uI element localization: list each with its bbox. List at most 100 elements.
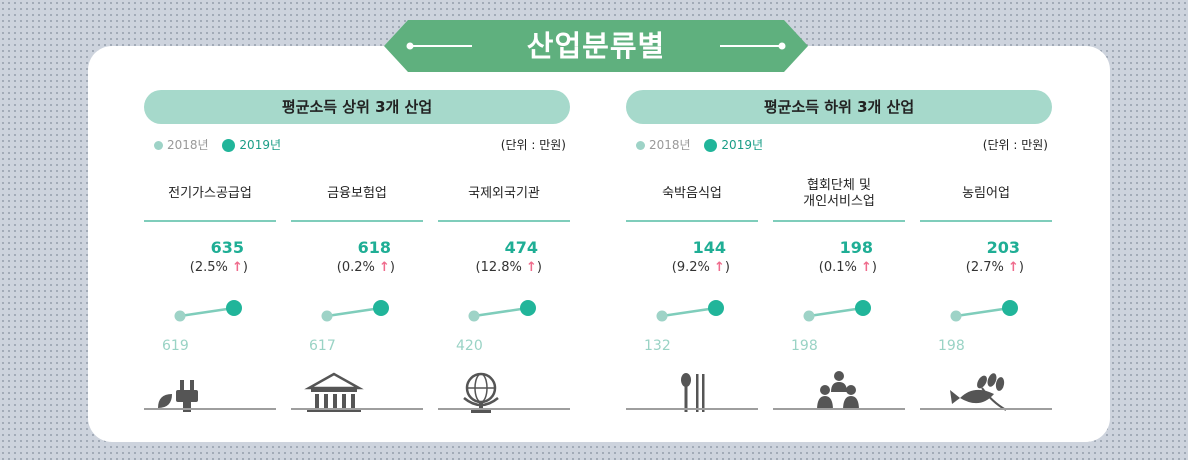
change-percent: (0.2%	[336, 260, 380, 275]
change-percent: (12.8%	[475, 260, 527, 275]
industry-name: 협회단체 및 개인서비스업	[773, 168, 905, 222]
industry-column: 전기가스공급업 635 (2.5% ↑) 619	[144, 168, 276, 420]
point-2019	[373, 300, 389, 316]
change-label: (2.5% ↑)	[168, 260, 248, 275]
point-2018	[321, 310, 333, 322]
point-2018	[950, 310, 962, 322]
value-2019: 474	[504, 238, 538, 257]
legend-label-2018: 2018년	[167, 138, 209, 152]
connector-line	[326, 306, 382, 318]
legend-label-2019: 2019년	[721, 138, 764, 152]
legend-dot-2018	[154, 141, 163, 150]
industry-column: 금융보험업 618 (0.2% ↑) 617	[291, 168, 423, 420]
industry-name: 농림어업	[920, 168, 1052, 222]
panel-header: 평균소득 하위 3개 산업	[626, 90, 1052, 124]
baseline-divider	[626, 408, 758, 410]
unit-label: (단위 : 만원)	[500, 138, 566, 152]
change-percent: (0.1%	[818, 260, 862, 275]
up-arrow-icon: ↑	[526, 260, 537, 275]
change-label: (0.1% ↑)	[797, 260, 877, 275]
up-arrow-icon: ↑	[232, 260, 243, 275]
change-percent: (2.5%	[189, 260, 233, 275]
point-2019	[226, 300, 242, 316]
value-2019: 198	[839, 238, 873, 257]
industry-column: 농림어업 203 (2.7% ↑) 198	[920, 168, 1052, 420]
legend-dot-2019	[704, 139, 718, 152]
pair-plot	[656, 300, 724, 322]
up-arrow-icon: ↑	[379, 260, 390, 275]
page-title: 산업분류별	[526, 29, 666, 63]
connector-line	[808, 306, 864, 318]
people-group-icon	[817, 371, 859, 410]
legend-dot-2018	[636, 141, 645, 150]
point-2018	[656, 310, 668, 322]
up-arrow-icon: ↑	[1008, 260, 1019, 275]
point-2019	[1002, 300, 1018, 316]
change-label: (9.2% ↑)	[650, 260, 730, 275]
change-close: )	[242, 260, 248, 275]
value-2018: 198	[938, 338, 965, 354]
change-percent: (2.7%	[965, 260, 1009, 275]
industry-name: 국제외국기관	[438, 168, 570, 222]
point-2019	[708, 300, 724, 316]
connector-line	[179, 306, 235, 318]
change-close: )	[871, 260, 877, 275]
industry-column: 국제외국기관 474 (12.8% ↑) 420	[438, 168, 570, 420]
legend-label-2019: 2019년	[239, 138, 282, 152]
legend: 2018년 2019년	[636, 136, 763, 153]
pair-plot	[803, 300, 871, 322]
value-2018: 617	[309, 338, 336, 354]
change-close: )	[389, 260, 395, 275]
legend: 2018년 2019년	[154, 136, 281, 153]
value-2019: 618	[357, 238, 391, 257]
industry-name: 숙박음식업	[626, 168, 758, 222]
industry-column: 숙박음식업 144 (9.2% ↑) 132	[626, 168, 758, 420]
point-2018	[468, 310, 480, 322]
bank-icon	[304, 372, 364, 412]
unit-label: (단위 : 만원)	[982, 138, 1048, 152]
value-2018: 132	[644, 338, 671, 354]
pair-plot	[468, 300, 536, 322]
baseline-divider	[438, 408, 570, 410]
legend-dot-2019	[222, 139, 236, 152]
point-2018	[803, 310, 815, 322]
industry-name: 금융보험업	[291, 168, 423, 222]
change-close: )	[536, 260, 542, 275]
plug-leaf-icon	[158, 380, 198, 412]
change-label: (0.2% ↑)	[315, 260, 395, 275]
connector-line	[473, 306, 529, 318]
baseline-divider	[920, 408, 1052, 410]
value-2018: 198	[791, 338, 818, 354]
baseline-divider	[144, 408, 276, 410]
value-2019: 635	[210, 238, 244, 257]
baseline-divider	[773, 408, 905, 410]
pair-plot	[174, 300, 242, 322]
banner-shape	[384, 20, 808, 72]
value-2018: 619	[162, 338, 189, 354]
globe-icon	[463, 372, 499, 413]
pair-plot	[321, 300, 389, 322]
industry-name: 전기가스공급업	[144, 168, 276, 222]
connector-line	[955, 306, 1011, 318]
point-2019	[855, 300, 871, 316]
spoon-chopsticks-icon	[681, 373, 705, 412]
industry-column: 협회단체 및 개인서비스업 198 (0.1% ↑) 198	[773, 168, 905, 420]
panel-bottom3: 평균소득 하위 3개 산업 2018년 2019년 (단위 : 만원) 숙박음식…	[626, 90, 1052, 420]
change-percent: (9.2%	[671, 260, 715, 275]
connector-line	[661, 306, 717, 318]
legend-label-2018: 2018년	[649, 138, 691, 152]
fish-wheat-icon	[950, 373, 1007, 411]
up-arrow-icon: ↑	[714, 260, 725, 275]
change-close: )	[1018, 260, 1024, 275]
up-arrow-icon: ↑	[861, 260, 872, 275]
title-banner: 산업분류별	[384, 20, 808, 72]
pair-plot	[950, 300, 1018, 322]
value-2019: 144	[692, 238, 726, 257]
point-2018	[174, 310, 186, 322]
panel-top3: 평균소득 상위 3개 산업 2018년 2019년 (단위 : 만원) 전기가스…	[144, 90, 570, 420]
value-2019: 203	[986, 238, 1020, 257]
value-2018: 420	[456, 338, 483, 354]
change-label: (2.7% ↑)	[944, 260, 1024, 275]
change-close: )	[724, 260, 730, 275]
point-2019	[520, 300, 536, 316]
